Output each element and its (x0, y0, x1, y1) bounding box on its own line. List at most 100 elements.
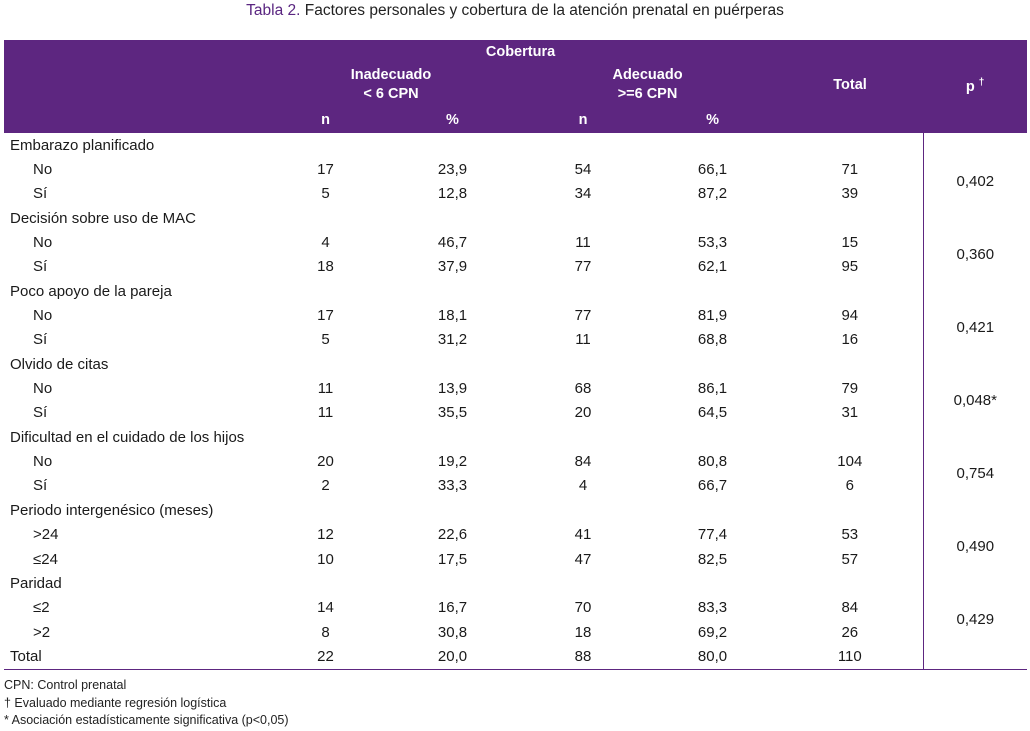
row-label: ≤24 (33, 550, 58, 568)
cell-p-value: 0,754 (922, 449, 1028, 499)
header-n-inadecuado: n (264, 106, 387, 133)
empty-cell (648, 498, 777, 522)
row-label: Sí (33, 331, 48, 349)
empty-cell (387, 571, 518, 595)
cell-pct-inadecuado: 35,5 (437, 404, 468, 422)
header-blank (777, 40, 924, 64)
table-notes: CPN: Control prenatal † Evaluado mediant… (4, 677, 289, 730)
empty-cell (387, 133, 518, 157)
cell-pct-adecuado: 81,9 (697, 307, 728, 325)
cell-n-adecuado: 54 (574, 161, 592, 179)
empty-cell (264, 571, 387, 595)
total-pct-adecuado: 80,0 (648, 644, 778, 670)
empty-cell (264, 133, 387, 157)
cell-pct-adecuado: 66,7 (697, 477, 728, 495)
empty-cell (922, 206, 1028, 231)
header-adecuado-sub: >=6 CPN (617, 86, 678, 102)
cell-total: 15 (841, 234, 859, 252)
table-row: No 17 23,9 54 66,1 71 0,402 (4, 157, 1028, 207)
cell-pct-inadecuado: 46,7 (437, 234, 468, 252)
empty-cell (922, 498, 1028, 523)
table-row: ≤2 14 16,7 70 83,3 84 0,429 (4, 595, 1028, 645)
cell-p-value: 0,490 (922, 522, 1028, 572)
group-label: Paridad (10, 574, 62, 592)
cell-pct-adecuado: 68,8 (697, 331, 728, 349)
table-row: No 4 46,7 11 53,3 15 0,360 (4, 230, 1028, 280)
empty-cell (777, 206, 923, 230)
row-label: No (33, 234, 53, 252)
empty-cell (922, 425, 1028, 450)
header-adecuado-label: Adecuado (612, 67, 683, 83)
group-label: Embarazo planificado (10, 136, 155, 154)
empty-cell (922, 644, 1028, 670)
group-label: Olvido de citas (10, 355, 109, 373)
header-blank (923, 40, 1028, 64)
cell-pct-adecuado: 64,5 (697, 404, 728, 422)
header-pct-adecuado: % (648, 106, 778, 133)
cell-n-inadecuado: 12 (317, 526, 334, 544)
note-abbreviation: CPN: Control prenatal (4, 678, 127, 692)
empty-cell (648, 425, 777, 449)
cell-total: 53 (841, 526, 859, 544)
cell-p-value: 0,421 (922, 303, 1028, 353)
group-label: Periodo intergenésico (meses) (10, 501, 214, 519)
cell-n-adecuado: 11 (575, 331, 591, 349)
table-row: Sí 5 12,8 34 87,2 39 (4, 182, 1027, 206)
cell-n-adecuado: 41 (574, 526, 592, 544)
table-caption: Tabla 2. Factores personales y cobertura… (0, 2, 1030, 20)
cell-n-adecuado: 34 (574, 185, 592, 203)
header-inadecuado: Inadecuado < 6 CPN (264, 64, 518, 106)
note-asterisk: * Asociación estadísticamente significat… (4, 713, 289, 727)
cell-pct-inadecuado: 30,8 (437, 623, 468, 641)
empty-cell (387, 206, 518, 230)
cell-total: 26 (841, 623, 859, 641)
empty-cell (264, 206, 387, 230)
cell-pct-adecuado: 87,2 (697, 185, 728, 203)
cell-total: 95 (841, 258, 859, 276)
header-cobertura: Cobertura (264, 40, 778, 64)
cell-pct-adecuado: 86,1 (697, 380, 728, 398)
group-label: Dificultad en el cuidado de los hijos (10, 428, 245, 446)
cell-p-value: 0,402 (922, 157, 1028, 207)
group-header-row: Periodo intergenésico (meses) (4, 498, 1028, 523)
cell-total: 31 (841, 404, 859, 422)
group-header-row: Decisión sobre uso de MAC (4, 206, 1028, 231)
empty-cell (264, 352, 387, 376)
row-label: Sí (33, 258, 48, 276)
empty-cell (777, 279, 923, 303)
cell-total: 94 (841, 307, 859, 325)
row-label: Sí (33, 185, 48, 203)
results-table: Cobertura Inadecuado < 6 CPN Adecuado >=6 … (4, 40, 1028, 670)
cell-pct-inadecuado: 22,6 (437, 526, 468, 544)
cell-n-inadecuado: 2 (321, 477, 330, 495)
cell-n-inadecuado: 20 (317, 453, 334, 471)
cell-n-inadecuado: 8 (321, 623, 330, 641)
total-n-inadecuado: 22 (264, 644, 387, 670)
empty-cell (648, 571, 777, 595)
empty-cell (777, 498, 923, 522)
empty-cell (777, 425, 923, 449)
empty-cell (777, 133, 923, 157)
cell-pct-inadecuado: 13,9 (437, 380, 468, 398)
header-blank (4, 106, 264, 133)
cell-pct-adecuado: 82,5 (697, 550, 728, 568)
empty-cell (518, 133, 648, 157)
empty-cell (922, 279, 1028, 304)
table-row: Sí 2 33,3 4 66,7 6 (4, 474, 1027, 498)
empty-cell (264, 498, 387, 522)
group-header-row: Dificultad en el cuidado de los hijos (4, 425, 1028, 450)
header-pct-inadecuado: % (387, 106, 518, 133)
empty-cell (518, 498, 648, 522)
row-label: No (33, 161, 53, 179)
row-label: >24 (33, 526, 59, 544)
cell-total: 6 (845, 477, 854, 495)
empty-cell (387, 425, 518, 449)
cell-n-inadecuado: 17 (317, 307, 334, 325)
cell-n-inadecuado: 4 (321, 234, 330, 252)
cell-pct-adecuado: 53,3 (697, 234, 728, 252)
table-body: Embarazo planificado No 17 23,9 54 66,1 71 0,40… (4, 133, 1028, 670)
cell-total: 39 (841, 185, 859, 203)
header-p: p † (923, 64, 1028, 106)
empty-cell (648, 206, 777, 230)
cell-n-inadecuado: 14 (317, 599, 334, 617)
